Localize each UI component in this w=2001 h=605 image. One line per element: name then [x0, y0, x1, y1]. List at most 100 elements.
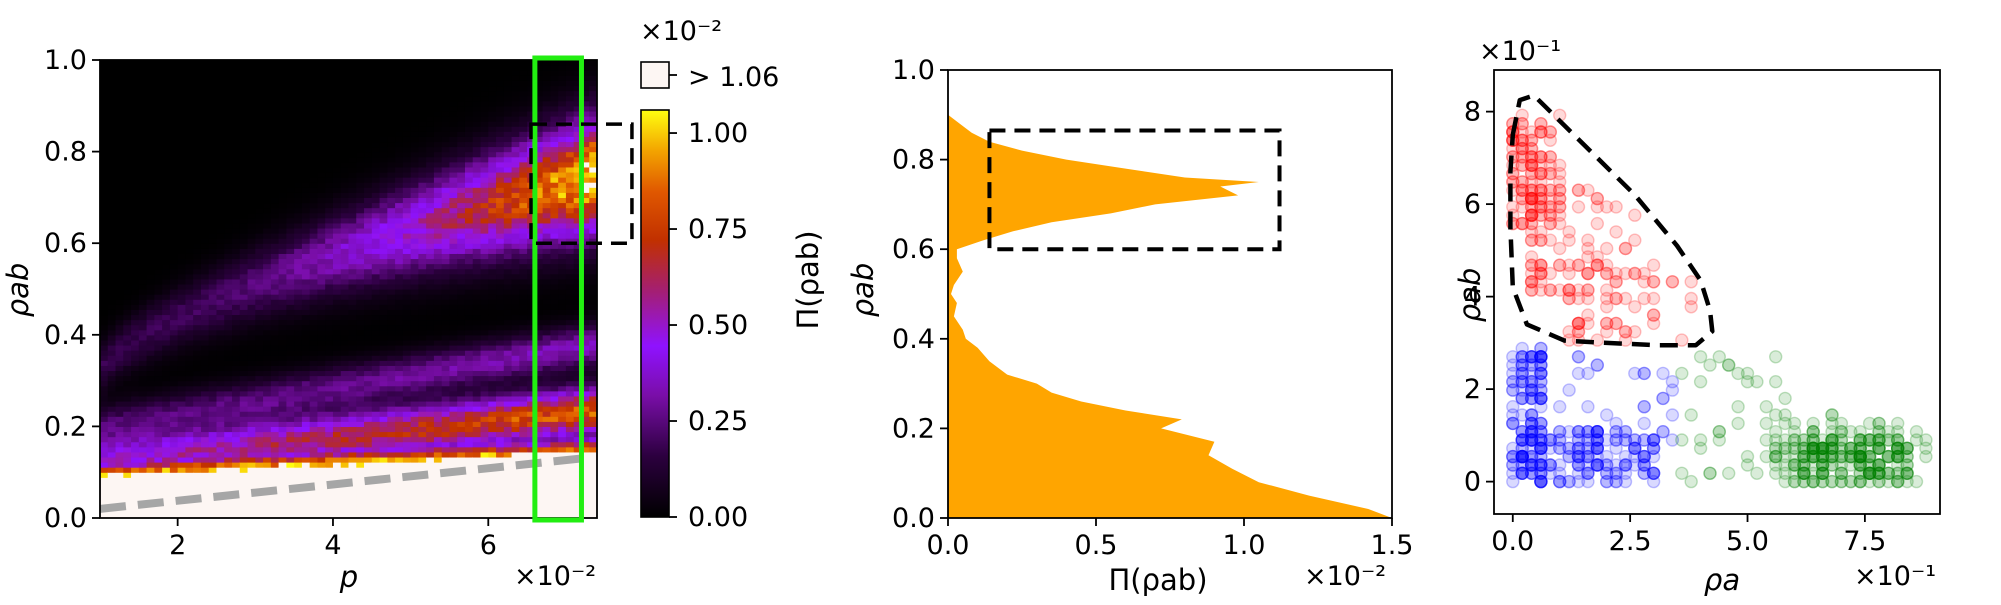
heatmap-cell — [216, 334, 225, 341]
heatmap-cell — [301, 233, 311, 239]
heatmap-cell — [193, 395, 202, 402]
heatmap-cell — [239, 85, 249, 92]
heatmap-cell — [356, 100, 365, 107]
heatmap-cell — [317, 477, 326, 483]
heatmap-cell — [232, 243, 241, 249]
heatmap-cell — [162, 85, 171, 92]
heatmap-cell — [200, 375, 210, 382]
heatmap-cell — [224, 416, 233, 422]
heatmap-cell — [123, 421, 132, 427]
heatmap-cell — [364, 115, 373, 122]
heatmap-cell — [177, 283, 187, 290]
heatmap-cell — [426, 105, 435, 112]
heatmap-cell — [177, 406, 187, 412]
heatmap-cell — [208, 110, 218, 117]
heatmap-cell — [449, 95, 458, 102]
heatmap-cell — [162, 492, 171, 499]
heatmap-cell — [472, 344, 482, 351]
heatmap-cell — [255, 421, 264, 427]
heatmap-cell — [115, 136, 124, 143]
heatmap-cell — [503, 151, 513, 158]
heatmap-cell — [395, 151, 404, 158]
heatmap-cell — [177, 385, 187, 392]
heatmap-cell — [138, 75, 148, 81]
heatmap-cell — [123, 426, 132, 433]
heatmap-cell — [309, 334, 319, 341]
heatmap-cell — [232, 304, 241, 310]
heatmap-cell — [208, 65, 218, 71]
heatmap-cell — [301, 477, 311, 483]
heatmap-cell — [301, 431, 311, 438]
heatmap-cell — [185, 339, 194, 346]
heatmap-cell — [325, 156, 334, 163]
heatmap-cell — [348, 329, 357, 336]
heatmap-cell — [169, 273, 179, 280]
heatmap-cell — [496, 487, 505, 494]
heatmap-cell — [208, 431, 218, 438]
heatmap-cell — [270, 339, 280, 346]
heatmap-cell — [488, 492, 497, 499]
heatmap-cell — [232, 70, 241, 76]
heatmap-cell — [216, 202, 225, 209]
heatmap-cell — [193, 350, 202, 356]
heatmap-cell — [364, 263, 373, 270]
heatmap-cell — [441, 309, 451, 316]
heatmap-cell — [169, 268, 179, 275]
heatmap-cell — [193, 355, 202, 361]
heatmap-cell — [177, 314, 187, 321]
heatmap-cell — [115, 177, 124, 183]
heatmap-cell — [270, 222, 280, 229]
heatmap-cell — [294, 492, 303, 499]
heatmap-cell — [348, 314, 357, 321]
heatmap-cell — [364, 462, 373, 468]
heatmap-cell — [294, 85, 303, 92]
heatmap-cell — [464, 100, 474, 107]
heatmap-cell — [115, 334, 124, 341]
heatmap-cell — [100, 411, 109, 417]
heatmap-cell — [301, 75, 311, 81]
heatmap-cell — [107, 141, 117, 148]
heatmap-cell — [503, 324, 513, 331]
heatmap-cell — [356, 70, 365, 76]
heatmap-cell — [278, 492, 287, 499]
heatmap-cell — [472, 121, 482, 127]
heatmap-cell — [325, 441, 334, 448]
heatmap-cell — [496, 166, 505, 173]
heatmap-cell — [100, 395, 109, 402]
heatmap-cell — [503, 456, 513, 463]
heatmap-cell — [263, 90, 272, 97]
heatmap-cell — [270, 360, 280, 366]
heatmap-cell — [433, 416, 443, 422]
heatmap-cell — [488, 344, 497, 351]
heatmap-cell — [441, 100, 451, 107]
heatmap-cell — [177, 350, 187, 356]
heatmap-cell — [480, 126, 489, 132]
heatmap-cell — [449, 421, 458, 427]
heatmap-cell — [270, 390, 280, 397]
heatmap-cell — [426, 187, 435, 193]
heatmap-cell — [185, 467, 194, 473]
heatmap-cell — [519, 258, 528, 265]
heatmap-cell — [418, 217, 427, 224]
heatmap-cell — [232, 375, 241, 382]
heatmap-cell — [309, 95, 319, 102]
heatmap-cell — [169, 441, 179, 448]
heatmap-cell — [449, 238, 458, 244]
heatmap-cell — [131, 248, 140, 254]
heatmap-cell — [263, 421, 272, 427]
heatmap-cell — [216, 329, 225, 336]
heatmap-cell — [200, 294, 210, 300]
heatmap-cell — [146, 472, 155, 478]
heatmap-cell — [464, 65, 474, 71]
heatmap-cell — [162, 278, 171, 285]
heatmap-cell — [480, 446, 489, 453]
heatmap-cell — [107, 243, 117, 249]
heatmap-cell — [286, 467, 295, 473]
heatmap-cell — [395, 110, 404, 117]
heatmap-cell — [146, 355, 155, 361]
heatmap-cell — [162, 289, 171, 295]
heatmap-cell — [488, 192, 497, 198]
heatmap-cell — [317, 350, 326, 356]
heatmap-cell — [208, 192, 218, 198]
heatmap-cell — [255, 197, 264, 204]
